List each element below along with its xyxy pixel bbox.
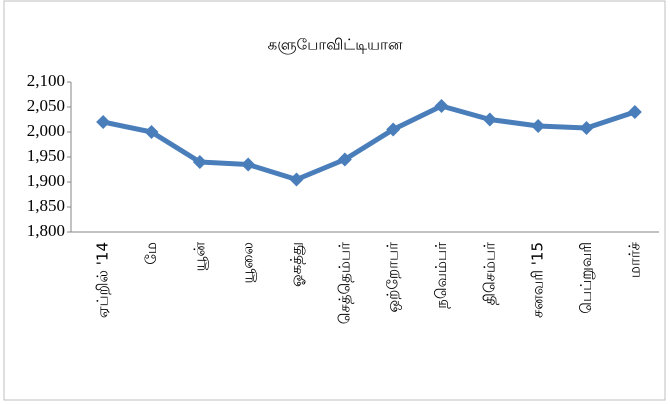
marker <box>96 115 111 129</box>
marker <box>627 105 642 119</box>
x-tick-label: யூன் <box>190 242 208 272</box>
x-tick-label: மார்ச் <box>625 241 643 278</box>
y-tick-label: 1,850 <box>27 196 65 215</box>
marker <box>531 119 546 133</box>
x-tick-label: செத்தெம்பர் <box>335 242 353 324</box>
marker <box>289 172 304 187</box>
y-tick-label: 1,950 <box>27 146 65 165</box>
x-tick-label: திசெம்பர் <box>480 242 498 306</box>
y-tick-label: 1,900 <box>27 171 65 190</box>
x-tick-label: மே <box>142 242 160 265</box>
marker <box>337 152 352 167</box>
y-tick-label: 2,100 <box>27 71 65 90</box>
marker <box>144 125 159 139</box>
x-tick-label: பெப்றுவரி <box>577 242 595 314</box>
marker <box>482 112 497 127</box>
x-tick-label: நவெம்பர் <box>432 242 450 309</box>
chart-frame <box>3 0 666 401</box>
x-tick-label: சனவரி '15 <box>529 242 547 318</box>
x-tick-label: ஏப்றில் '14 <box>94 242 112 318</box>
marker <box>386 122 401 137</box>
line <box>102 103 636 182</box>
x-tick-label: ஓகத்து <box>287 242 305 287</box>
y-tick-label: 2,000 <box>27 121 65 140</box>
x-tick-label: யூலை <box>239 242 257 284</box>
y-tick-label: 1,800 <box>27 221 65 240</box>
x-tick-label: ஒற்றோபர் <box>384 242 402 313</box>
y-tick-label: 2,050 <box>27 96 65 115</box>
marker <box>434 99 449 113</box>
marker <box>579 121 594 135</box>
marker <box>192 155 207 169</box>
marker <box>241 157 256 172</box>
chart-title: களுபோவிட்டியான <box>268 36 403 55</box>
